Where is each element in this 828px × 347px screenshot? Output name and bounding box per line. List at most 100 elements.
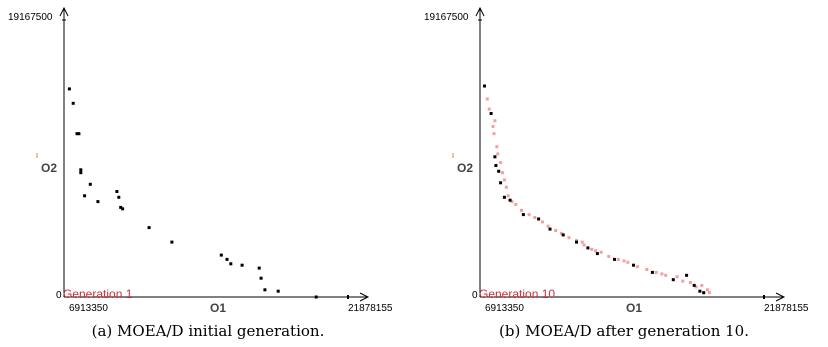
scatter-plot-generation-10: 19167500 0 Generation 10 6913350 21878155 O1 O… xyxy=(424,6,809,315)
x-axis-arrow xyxy=(775,292,786,302)
data-point-previous xyxy=(590,247,594,251)
data-point-previous xyxy=(546,224,550,228)
generation-label: Generation 10 xyxy=(479,287,555,301)
data-point xyxy=(497,169,501,173)
data-point-previous xyxy=(554,229,558,232)
data-point-previous xyxy=(540,220,544,224)
data-point xyxy=(121,207,125,211)
data-point xyxy=(96,200,100,204)
x-max-label: 21878155 xyxy=(764,303,809,314)
x-min-label: 6913350 xyxy=(485,303,524,314)
data-point-previous xyxy=(700,283,704,287)
data-point-previous xyxy=(506,194,510,198)
data-point-previous xyxy=(499,161,503,165)
data-point-previous xyxy=(514,203,518,206)
data-point-previous xyxy=(688,281,692,284)
y-axis-arrow xyxy=(59,6,69,17)
data-point xyxy=(257,266,261,270)
data-point-previous xyxy=(706,288,709,292)
data-point xyxy=(67,87,71,91)
y-axis-label: O2 xyxy=(457,161,473,175)
data-point xyxy=(692,283,696,287)
data-point xyxy=(702,291,706,295)
data-point-previous xyxy=(504,185,508,189)
data-point xyxy=(263,288,267,292)
data-point-previous xyxy=(622,259,626,263)
data-point-previous xyxy=(675,275,679,279)
generation-label: Generation 1 xyxy=(63,287,133,301)
data-point xyxy=(483,84,486,88)
data-point xyxy=(671,278,675,282)
data-point xyxy=(499,181,503,185)
data-point-previous xyxy=(664,273,668,277)
data-point xyxy=(548,227,552,231)
y-max-label: 19167500 xyxy=(8,12,53,23)
data-point xyxy=(493,155,497,159)
data-point xyxy=(225,257,229,261)
data-point xyxy=(314,295,318,299)
plot-layer: 19167500 0 Generation 10 6913350 21878155 O1 O… xyxy=(424,6,809,315)
data-point-previous xyxy=(582,243,586,247)
data-point-previous xyxy=(645,268,649,271)
data-point-previous xyxy=(510,200,514,204)
origin-label: 0 xyxy=(56,290,62,301)
data-point xyxy=(240,263,244,267)
data-point xyxy=(259,276,263,280)
data-point xyxy=(83,194,87,198)
data-point-previous xyxy=(520,208,523,212)
data-point xyxy=(276,289,280,293)
data-point-previous xyxy=(681,279,685,283)
data-point xyxy=(575,240,578,244)
data-point xyxy=(71,101,75,105)
data-point xyxy=(119,205,123,209)
data-point-previous xyxy=(496,152,500,156)
y-max-label: 19167500 xyxy=(424,12,469,23)
data-point xyxy=(537,217,541,221)
data-point-previous xyxy=(533,216,537,219)
origin-label: 0 xyxy=(472,290,478,301)
data-point xyxy=(494,164,498,167)
y-axis-label: O2 xyxy=(41,161,57,175)
data-point xyxy=(561,233,565,237)
data-point-previous xyxy=(527,213,531,217)
figure-caption-a: (a) MOEA/D initial generation. xyxy=(91,322,325,340)
x-axis-label: O1 xyxy=(626,301,642,315)
data-point-previous xyxy=(607,255,611,258)
data-point xyxy=(79,168,83,172)
data-point xyxy=(115,190,119,193)
data-point xyxy=(79,171,83,175)
data-point xyxy=(650,270,654,274)
data-point-previous xyxy=(580,240,584,244)
plot-layer: 19167500 0 Generation 1 6913350 21878155 O1 O2 xyxy=(8,6,393,315)
x-axis-arrow xyxy=(359,292,370,302)
y-axis-arrow xyxy=(475,6,485,17)
data-point-previous xyxy=(501,171,504,175)
data-point xyxy=(685,273,689,277)
scatter-plot-initial: 19167500 0 Generation 1 6913350 21878155 O1 O2 xyxy=(8,6,393,315)
data-point-previous xyxy=(559,231,563,235)
data-point-previous xyxy=(485,97,489,101)
data-point-previous xyxy=(491,125,495,128)
data-point xyxy=(521,213,525,217)
data-point-previous xyxy=(616,257,620,261)
data-point-previous xyxy=(594,249,597,253)
data-point xyxy=(489,112,493,115)
data-point-previous xyxy=(635,265,639,269)
data-point xyxy=(502,195,506,199)
data-point xyxy=(632,263,635,267)
data-point xyxy=(698,289,702,293)
data-point-previous xyxy=(495,145,499,149)
data-point xyxy=(229,262,233,266)
data-point xyxy=(219,253,223,257)
data-point-previous xyxy=(567,236,571,240)
data-point-previous xyxy=(660,272,664,276)
x-min-label: 6913350 xyxy=(69,303,108,314)
data-point xyxy=(586,246,590,250)
data-point xyxy=(508,198,512,202)
data-point-previous xyxy=(487,107,491,111)
data-point xyxy=(595,252,599,256)
data-point xyxy=(75,132,79,136)
data-point-previous xyxy=(502,178,506,182)
data-point xyxy=(77,132,81,136)
data-point xyxy=(147,226,151,230)
